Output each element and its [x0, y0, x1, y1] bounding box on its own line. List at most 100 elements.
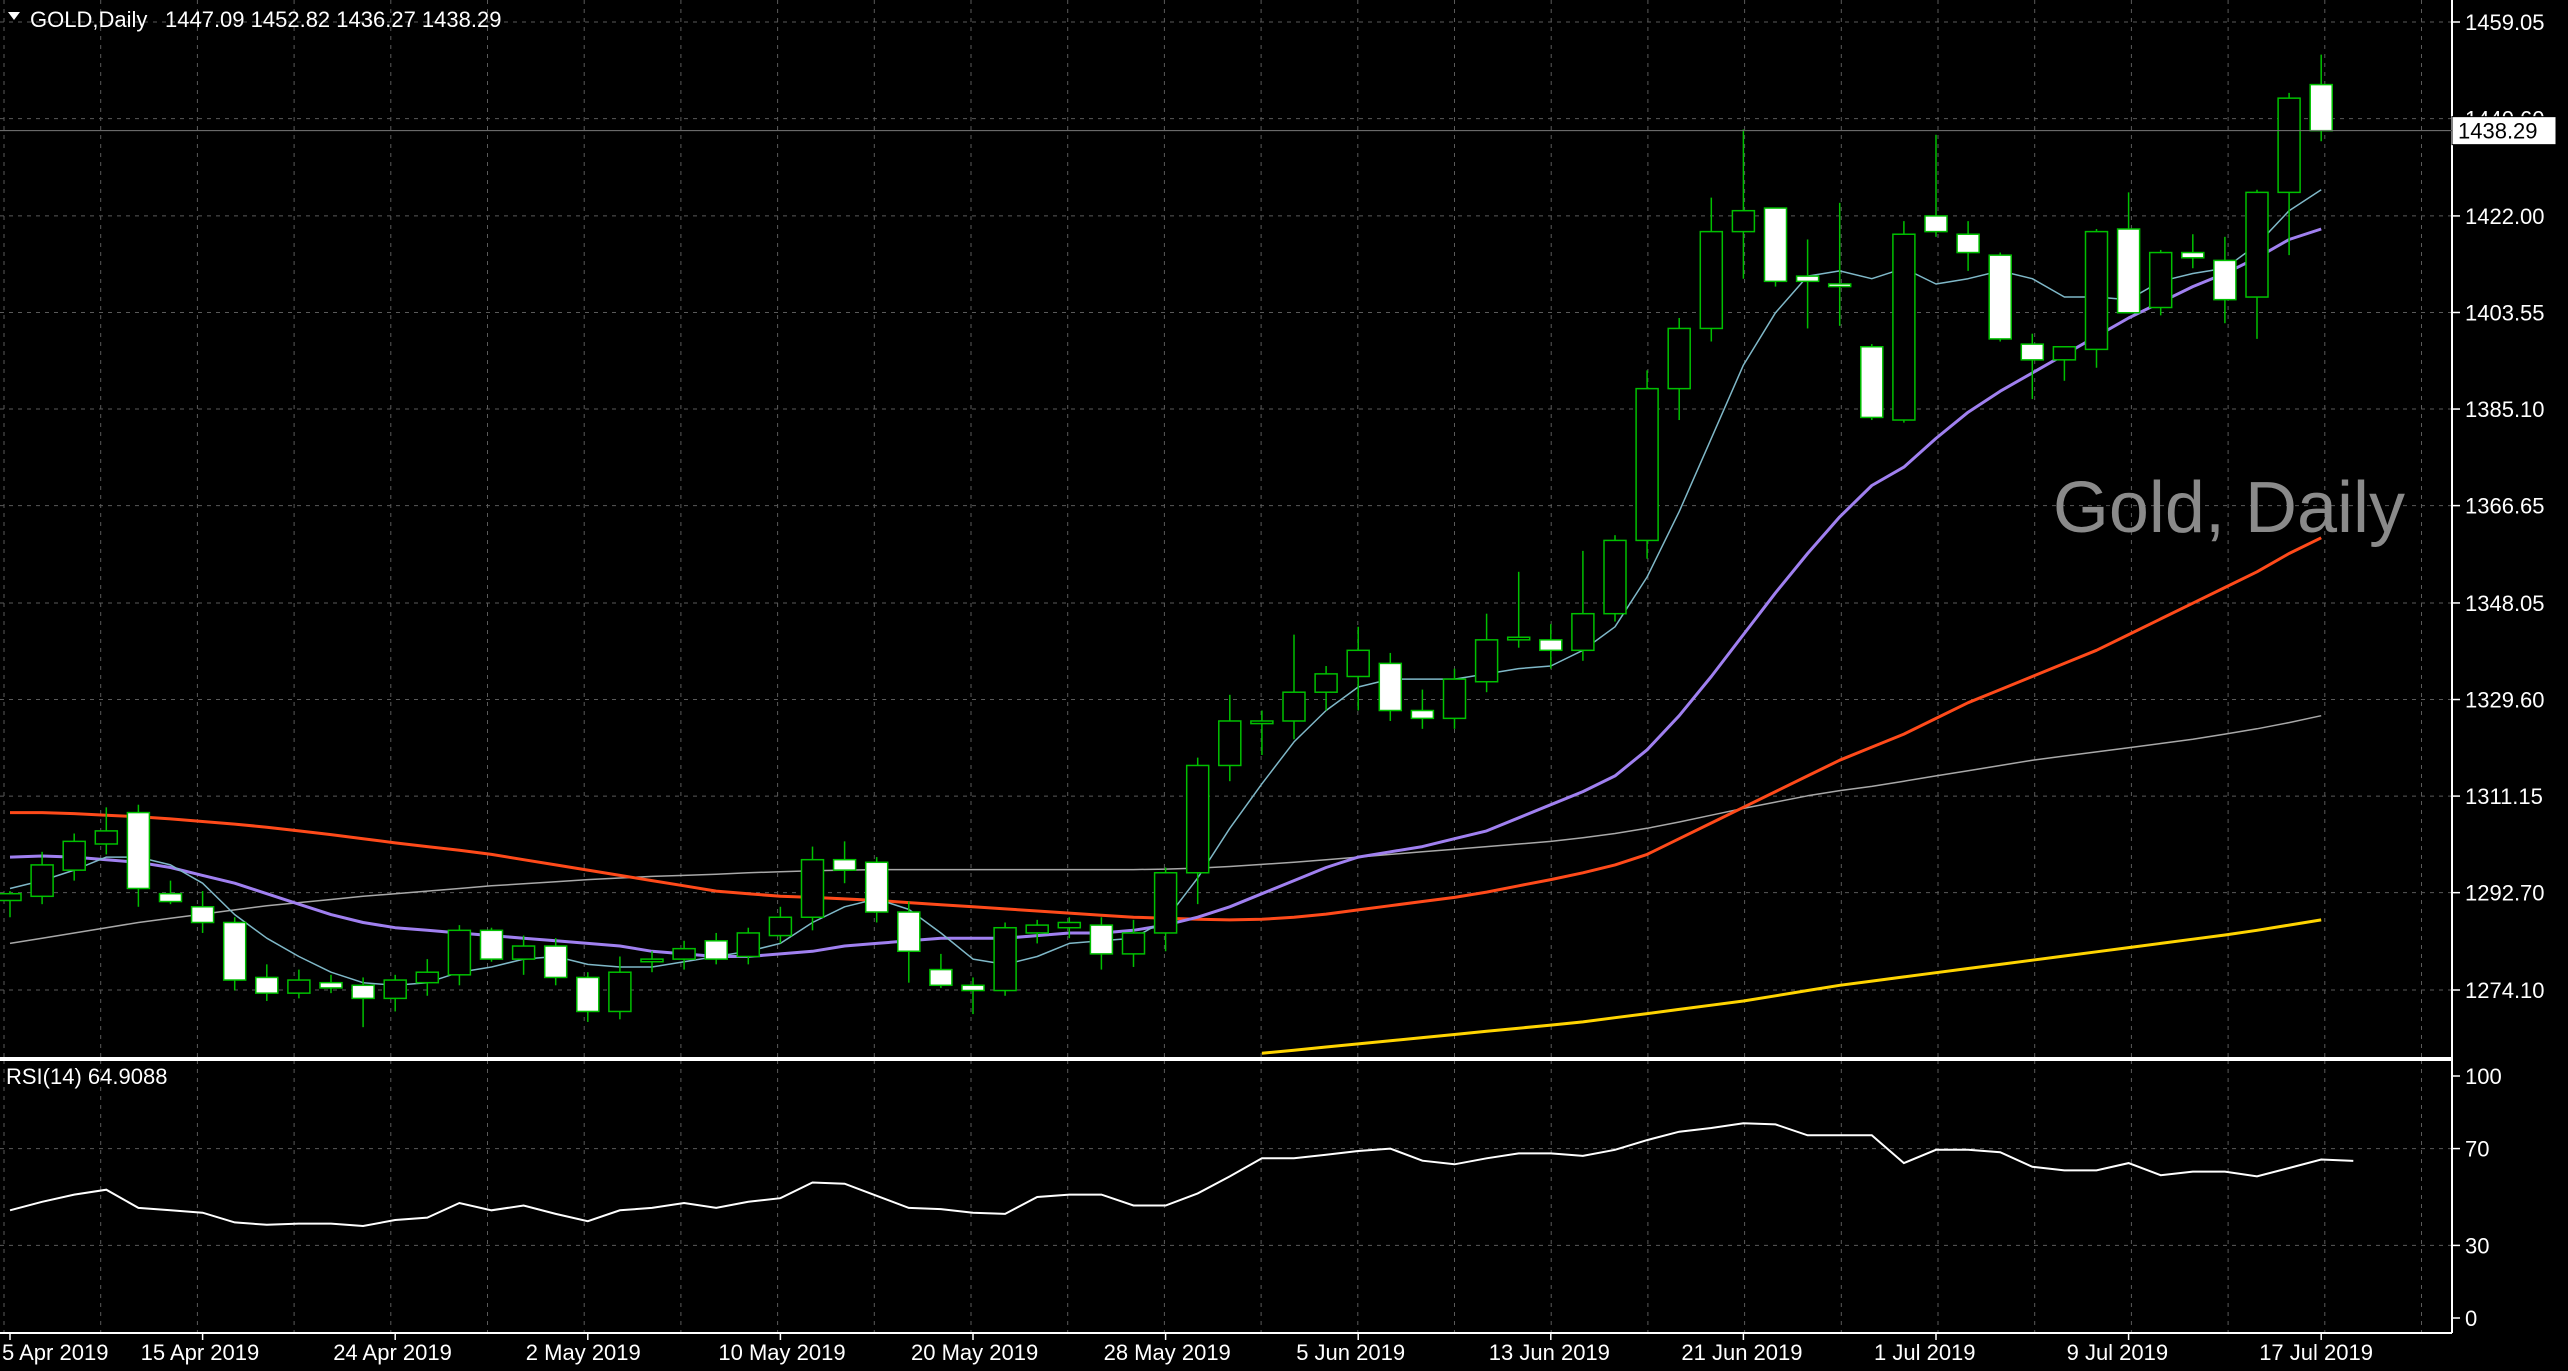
bear-candle: [158, 880, 183, 905]
price-tick-label: 1311.15: [2465, 784, 2543, 809]
candle-body: [1699, 230, 1724, 330]
candle-body: [94, 830, 119, 845]
bear-candle: [1378, 652, 1403, 721]
candle-body: [1089, 924, 1114, 955]
bear-candle: [1827, 202, 1852, 326]
candle-body: [993, 926, 1017, 992]
bull-candle: [1282, 634, 1306, 740]
bear-candle: [2181, 234, 2205, 269]
bear-candle: [351, 977, 375, 1028]
bull-candle: [415, 959, 440, 996]
candle-body: [1250, 720, 1274, 725]
candle-body: [1442, 678, 1467, 720]
candle-body: [2181, 251, 2205, 259]
rsi-line: [9, 1122, 2354, 1228]
ma-yellow-path: [1261, 918, 2322, 1055]
candle-body: [287, 979, 311, 994]
candle-body: [2052, 346, 2077, 361]
date-tick-label: 10 May 2019: [718, 1340, 845, 1365]
date-tick-label: 5 Jun 2019: [1296, 1340, 1405, 1365]
bear-candle: [2020, 333, 2045, 400]
candle-body: [1571, 612, 1595, 652]
price-tick-label: 1292.70: [2465, 881, 2545, 906]
candle-body: [1827, 283, 1852, 288]
bull-candle: [1667, 317, 1691, 421]
bull-candle: [672, 940, 696, 970]
date-tick-label: 17 Jul 2019: [2259, 1340, 2373, 1365]
price-axis-labels: 1459.051440.601422.001403.551385.101366.…: [2452, 10, 2545, 1003]
bull-candle: [62, 833, 86, 881]
grid-lines: [0, 0, 2452, 1333]
candle-body: [222, 921, 247, 981]
candle-body: [2245, 191, 2269, 298]
candle-body: [1282, 691, 1306, 722]
candlesticks: [0, 54, 2333, 1028]
bull-candle: [2148, 249, 2173, 316]
candle-body: [2277, 97, 2301, 194]
bull-candle: [736, 927, 761, 965]
candle-body: [897, 911, 921, 953]
date-tick-label: 21 Jun 2019: [1681, 1340, 1802, 1365]
candle-body: [479, 929, 504, 960]
candle-body: [383, 979, 407, 1000]
bear-candle: [1089, 917, 1114, 970]
candle-body: [1185, 764, 1210, 874]
bear-candle: [190, 891, 215, 933]
bull-candle: [1892, 221, 1916, 423]
axes: [0, 0, 2453, 1334]
bear-candle: [319, 974, 343, 994]
bull-candle: [1346, 626, 1370, 711]
bear-candle: [704, 932, 728, 965]
candle-body: [447, 929, 472, 976]
date-tick-label: 9 Jul 2019: [2067, 1340, 2169, 1365]
date-tick-label: 5 Apr 2019: [2, 1340, 108, 1365]
candle-body: [832, 858, 857, 871]
bull-candle: [2277, 92, 2301, 256]
candle-body: [2116, 228, 2141, 314]
bull-candle: [2245, 189, 2269, 339]
bull-candle: [1250, 710, 1274, 756]
candle-body: [800, 858, 825, 918]
candle-body: [1506, 636, 1531, 641]
price-tick-label: 1366.65: [2465, 494, 2545, 519]
bear-candle: [126, 804, 151, 907]
candle-body: [768, 916, 793, 937]
candle-body: [1988, 254, 2012, 340]
candle-body: [319, 981, 343, 989]
date-axis-labels: 5 Apr 2019 15 Apr 2019 24 Apr 2019 2 May 20…: [2, 1333, 2373, 1365]
date-tick-label: 1 Jul 2019: [1874, 1340, 1976, 1365]
rsi-path: [9, 1122, 2354, 1228]
bull-candle: [1025, 919, 1049, 944]
current-price-label: 1438.29: [2458, 119, 2538, 144]
date-tick-label: 2 May 2019: [526, 1340, 641, 1365]
candle-body: [2020, 343, 2045, 361]
price-tick-label: 1329.60: [2465, 688, 2545, 713]
bull-candle: [1571, 550, 1595, 661]
candle-body: [30, 864, 54, 898]
bull-candle: [1121, 919, 1146, 967]
candle-body: [736, 932, 761, 958]
candle-body: [1795, 275, 1820, 283]
bear-candle: [1763, 207, 1788, 287]
candle-body: [864, 861, 889, 913]
bear-candle: [1539, 624, 1563, 669]
bull-candle: [1474, 613, 1499, 693]
candle-body: [1731, 209, 1756, 233]
ohlc-values: 1447.09 1452.82 1436.27 1438.29: [165, 7, 501, 32]
bear-candle: [479, 927, 504, 962]
bear-candle: [832, 841, 857, 884]
candle-body: [961, 984, 985, 992]
bear-candle: [543, 938, 568, 986]
triangle-down-icon[interactable]: [8, 12, 20, 20]
candle-body: [1153, 872, 1178, 934]
candle-body: [1314, 673, 1338, 693]
ma-yellow-line: [1261, 918, 2322, 1055]
rsi-tick-label: 100: [2465, 1064, 2502, 1089]
bull-candle: [1506, 571, 1531, 648]
bull-candle: [1442, 668, 1467, 729]
bull-candle: [30, 851, 54, 905]
symbol-title: GOLD,Daily: [30, 7, 147, 32]
candle-body: [1892, 233, 1916, 421]
